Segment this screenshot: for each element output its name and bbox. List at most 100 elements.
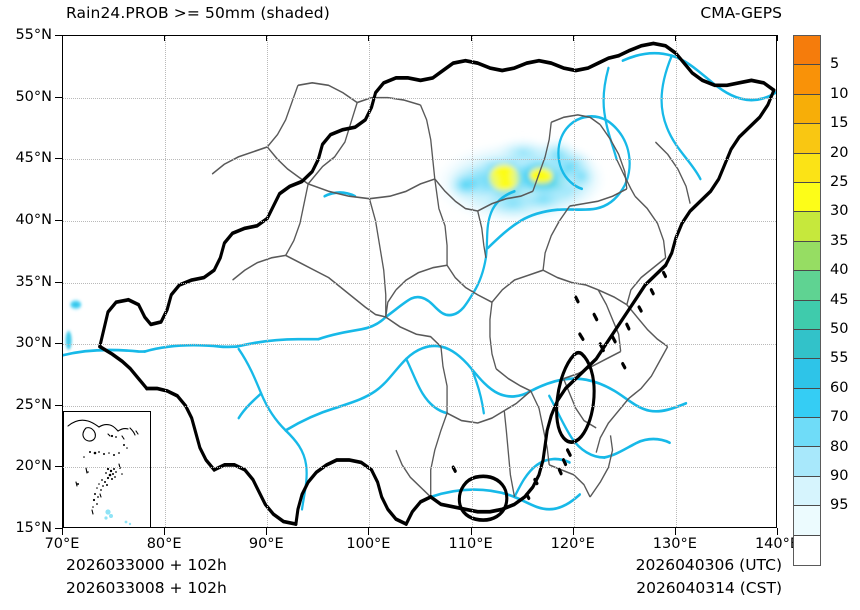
y-axis-label: 15°N <box>15 520 52 536</box>
init-time-utc: 2026033000 + 102h <box>66 556 227 574</box>
colorbar-tick-label: 80 <box>830 438 849 455</box>
colorbar-tick-label: 95 <box>830 497 849 514</box>
valid-time-cst: 2026040314 (CST) <box>636 579 782 597</box>
page-title: Rain24.PROB >= 50mm (shaded) <box>66 4 330 22</box>
x-axis-label: 140°E <box>754 536 800 552</box>
y-axis-label: 30°N <box>15 335 52 352</box>
x-axis-tick <box>777 528 778 535</box>
y-axis-label: 50°N <box>15 88 52 105</box>
init-time-cst: 2026033008 + 102h <box>66 579 227 597</box>
y-axis-tick <box>55 343 62 345</box>
colorbar-segment <box>794 388 820 419</box>
gridline-horizontal <box>63 344 776 346</box>
colorbar-tick-label: 30 <box>830 203 849 220</box>
x-axis-label: 120°E <box>550 536 595 552</box>
y-axis-tick <box>55 404 62 406</box>
colorbar-segment <box>794 300 820 330</box>
colorbar-segment <box>794 447 820 477</box>
colorbar-tick-label: 15 <box>830 115 849 132</box>
south-china-sea-inset <box>63 411 151 527</box>
axis-labels-layer: 70°E 80°E 90°E 100°E 110°E 120°E 130°E 140°E 15°… <box>15 27 799 552</box>
colorbar-segment <box>794 476 820 507</box>
valid-time-utc: 2026040306 (UTC) <box>635 556 782 574</box>
x-axis-tick <box>266 528 268 535</box>
gridline-horizontal <box>63 220 776 222</box>
y-axis-tick <box>55 96 62 98</box>
colorbar[interactable] <box>793 35 821 567</box>
gridline-vertical <box>675 36 677 527</box>
colorbar-tick-label: 60 <box>830 379 849 396</box>
x-axis-tick-top <box>164 35 166 41</box>
x-axis-tick <box>164 528 166 535</box>
y-axis-tick <box>55 35 62 36</box>
x-axis-tick-top <box>266 35 268 41</box>
colorbar-segment <box>794 271 820 301</box>
colorbar-tick-label: 55 <box>830 350 849 367</box>
gridline-vertical <box>471 36 473 527</box>
colorbar-tick-label: 5 <box>830 56 840 73</box>
x-axis-tick <box>674 528 676 535</box>
x-axis-tick-top <box>777 35 778 41</box>
y-axis-label: 35°N <box>15 273 52 290</box>
y-axis-label: 25°N <box>15 396 52 413</box>
y-axis-tick <box>55 281 62 283</box>
y-axis-tick <box>55 219 62 221</box>
y-axis-label: 55°N <box>15 27 52 43</box>
national-border-layer <box>98 41 776 526</box>
x-axis-tick-top <box>62 35 63 41</box>
colorbar-tick-label: 40 <box>830 262 849 279</box>
colorbar-segment <box>794 359 820 389</box>
y-axis-tick <box>55 466 62 468</box>
colorbar-segment <box>794 506 820 536</box>
x-axis-tick <box>572 528 574 535</box>
colorbar-segment <box>794 329 820 360</box>
colorbar-tick-label: 10 <box>830 85 849 102</box>
gridline-horizontal <box>63 282 776 284</box>
colorbar-tick-label: 45 <box>830 291 849 308</box>
gridline-horizontal <box>63 405 776 407</box>
gridline-vertical <box>165 36 167 527</box>
colorbar-segment <box>794 182 820 213</box>
colorbar-segment <box>794 153 820 183</box>
colorbar-segment <box>794 535 820 566</box>
gridline-vertical <box>267 36 269 527</box>
colorbar-segment <box>794 418 820 448</box>
colorbar-segment <box>794 124 820 154</box>
gridline-horizontal <box>63 97 776 99</box>
x-axis-tick <box>62 528 63 535</box>
y-axis-tick <box>55 158 62 160</box>
colorbar-segment <box>794 241 820 272</box>
colorbar-tick-label: 70 <box>830 409 849 426</box>
x-axis-label: 90°E <box>248 536 284 552</box>
colorbar-segment <box>794 94 820 125</box>
colorbar-tick-label: 25 <box>830 174 849 190</box>
x-axis-tick <box>368 528 370 535</box>
x-axis-label: 70°E <box>44 536 80 552</box>
y-axis-label: 20°N <box>15 458 52 475</box>
x-axis-tick-top <box>572 35 574 41</box>
x-axis-label: 100°E <box>346 536 391 552</box>
y-axis-label: 40°N <box>15 211 52 228</box>
x-axis-label: 130°E <box>652 536 697 552</box>
y-axis-tick <box>55 528 62 529</box>
gridline-vertical <box>369 36 371 527</box>
x-axis-label: 80°E <box>146 536 182 552</box>
colorbar-segment <box>794 65 820 95</box>
y-axis-label: 45°N <box>15 150 52 167</box>
colorbar-segment <box>794 36 820 66</box>
model-label: CMA-GEPS <box>700 4 782 22</box>
colorbar-segment <box>794 212 820 242</box>
x-axis-label: 110°E <box>448 536 493 552</box>
inset-map-vector <box>67 419 139 526</box>
colorbar-tick-label: 20 <box>830 144 849 161</box>
colorbar-tick-label: 35 <box>830 232 849 249</box>
colorbar-tick-label: 90 <box>830 468 849 484</box>
colorbar-tick-label: 50 <box>830 321 849 337</box>
x-axis-tick-top <box>470 35 472 41</box>
gridline-vertical <box>573 36 575 527</box>
x-axis-tick <box>470 528 472 535</box>
gridline-horizontal <box>63 467 776 469</box>
gridline-horizontal <box>63 159 776 161</box>
x-axis-tick-top <box>674 35 676 41</box>
